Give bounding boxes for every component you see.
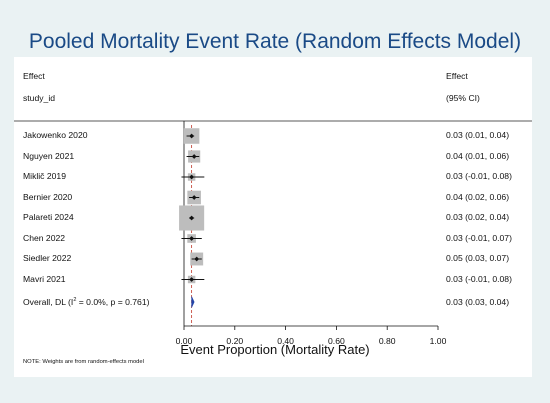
overall-label-sup: 2 xyxy=(73,297,77,304)
study-point-estimate xyxy=(189,133,195,139)
study-label: Chen 2022 xyxy=(23,232,66,243)
study-effect-text: 0.03 (0.02, 0.04) xyxy=(446,212,510,222)
x-tick-label: 0.60 xyxy=(328,336,345,346)
x-axis-label: Event Proportion (Mortality Rate) xyxy=(180,342,370,357)
study-column-header: study_id xyxy=(23,93,56,103)
x-tick-label: 1.00 xyxy=(429,336,447,346)
study-label: Mavri 2021 xyxy=(23,273,66,284)
study-point-estimate xyxy=(189,174,195,180)
overall-diamond xyxy=(191,296,195,308)
study-label: Palareti 2024 xyxy=(23,212,74,222)
x-tick-label: 0.80 xyxy=(378,336,396,346)
plot-panel xyxy=(14,57,532,377)
study-point-estimate xyxy=(191,154,197,159)
overall-label-prefix: Overall, DL (I xyxy=(23,297,74,307)
effect-header-line2: (95% CI) xyxy=(446,93,480,103)
study-point-estimate xyxy=(189,215,195,221)
chart-title: Pooled Mortality Event Rate (Random Effe… xyxy=(28,30,522,53)
study-point-estimate xyxy=(194,256,200,262)
x-tick-label: 0.20 xyxy=(226,336,244,346)
study-point-estimate xyxy=(189,236,195,241)
study-label: Nguyen 2021 xyxy=(23,150,75,161)
study-label: Miklič 2019 xyxy=(23,171,66,181)
study-effect-text: 0.04 (0.02, 0.06) xyxy=(446,191,510,202)
study-effect-text: 0.03 (-0.01, 0.07) xyxy=(446,232,512,243)
study-effect-text: 0.03 (-0.01, 0.08) xyxy=(446,171,512,181)
weights-note: NOTE: Weights are from random-effects mo… xyxy=(23,359,144,365)
overall-label: Overall, DL (I2 = 0.0%, p = 0.761) xyxy=(23,297,149,307)
overall-effect-text: 0.03 (0.03, 0.04) xyxy=(446,297,510,307)
effect-header-line1: Effect xyxy=(23,71,45,81)
study-label: Jakowenko 2020 xyxy=(23,130,88,140)
overall-label-suffix: = 0.0%, p = 0.761) xyxy=(76,297,150,307)
x-tick-label: 0.40 xyxy=(277,336,294,346)
study-effect-text: 0.05 (0.03, 0.07) xyxy=(446,253,510,263)
x-tick-label: 0.00 xyxy=(175,336,193,346)
study-effect-text: 0.03 (-0.01, 0.08) xyxy=(446,273,512,284)
effect-header-line1: Effect xyxy=(446,71,468,81)
study-label: Siedler 2022 xyxy=(23,253,72,263)
study-label: Bernier 2020 xyxy=(23,191,73,202)
study-point-estimate xyxy=(191,195,197,200)
study-effect-text: 0.04 (0.01, 0.06) xyxy=(446,150,510,161)
study-effect-text: 0.03 (0.01, 0.04) xyxy=(446,130,510,140)
study-point-estimate xyxy=(189,277,195,282)
